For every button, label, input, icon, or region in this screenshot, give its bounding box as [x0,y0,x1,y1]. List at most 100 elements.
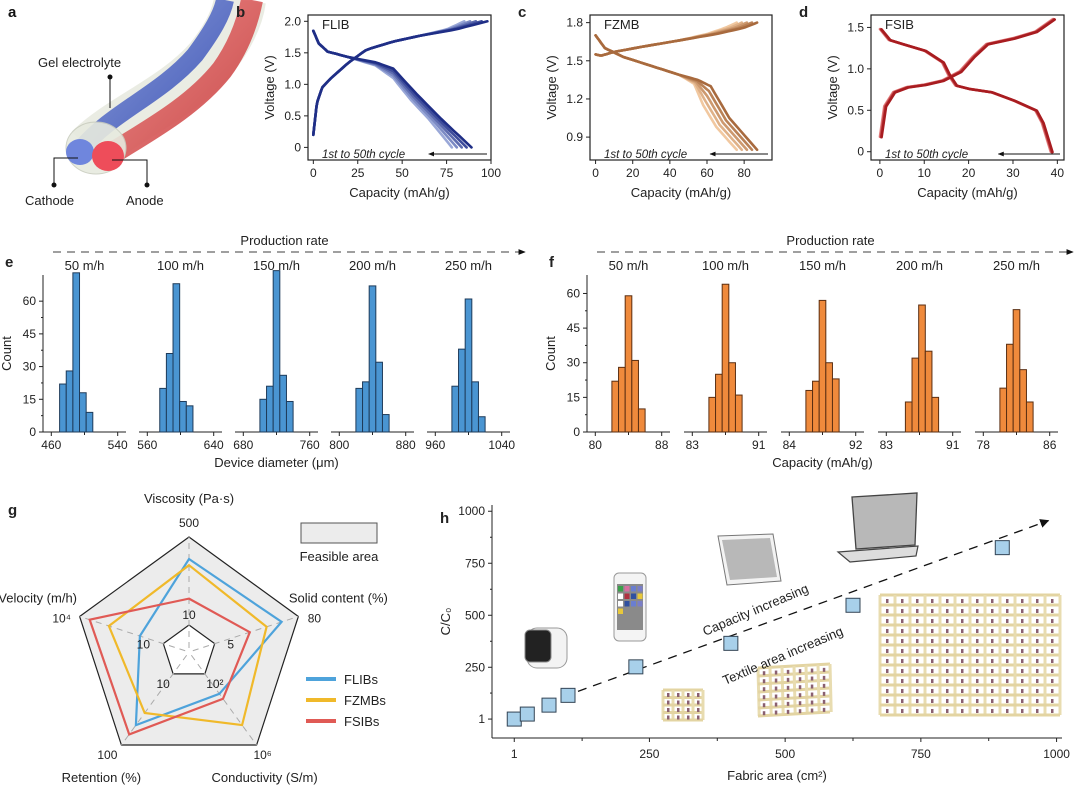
histogram-bar [637,408,646,433]
histogram-bar [931,396,940,433]
cycle-annotation: 1st to 50th cycle [322,149,405,161]
fiber-battery-cell [677,693,680,697]
fiber-battery-cell [886,609,889,613]
fiber-battery-cell [991,659,994,663]
laptop-icon [851,492,918,550]
fiber-battery-cell [667,700,670,705]
fiber-battery-cell [991,619,994,623]
discharge-curve [594,34,749,152]
textile-thread [757,710,831,718]
fiber-battery-cell [946,699,949,703]
fiber-battery-cell [931,639,934,643]
y-axis-label: Count [543,336,558,371]
fiber-battery-cell [786,701,790,706]
x-tick-label: 0 [877,166,884,180]
rate-label: 150 m/h [799,258,846,273]
phone-app [618,586,623,592]
y-tick-label: 15 [567,390,581,404]
histogram-bar [1025,401,1034,433]
fiber-battery-cell [822,667,826,672]
fiber-battery-cell [1051,709,1054,713]
data-point [506,711,522,727]
histogram-bar [831,378,840,433]
histogram-bar [272,270,281,433]
histogram-bar [618,366,626,433]
fiber-battery-cell [976,639,979,643]
discharge-curve [594,34,754,152]
fiber-battery-cell [667,715,670,720]
fiber-battery-cell [1006,599,1009,603]
laptop-keyboard [836,545,919,563]
fiber-battery-cell [1021,619,1024,623]
fiber-battery-cell [946,689,949,693]
y-tick-label: 1.5 [847,20,864,34]
fiber-battery-cell [916,659,919,663]
radar-spoke [121,654,188,746]
radar-axis-min: 10 [137,638,151,652]
histogram-bar [451,385,460,433]
trend-arrow [577,519,1050,692]
capacity-increasing-label: Capacity increasing [700,581,810,639]
y-tick-label: 0 [857,145,864,159]
fiber-battery-cell [677,700,680,705]
fiber-battery-cell [961,629,964,633]
legend-label: FLIBs [344,672,378,687]
fiber-battery-cell [762,679,766,684]
fiber-battery-cell [822,675,826,680]
panel-letter-a: a [8,4,17,21]
charge-curve [879,18,1055,139]
fiber-battery-cell [697,693,700,697]
fiber-battery-cell [1006,699,1009,703]
fiber-battery-cell [762,671,766,676]
fiber-battery-cell [822,699,826,704]
fiber-battery-cell [991,709,994,713]
y-tick-label: 30 [23,360,37,374]
x-tick-label: 20 [962,166,976,180]
fiber-battery-cell [1036,709,1039,713]
x-tick-label: 10 [918,166,932,180]
fiber-battery-cell [916,629,919,633]
radar-axis-max: 500 [179,516,199,530]
discharge-curve [312,29,463,149]
gel-electrolyte-label: Gel electrolyte [38,55,121,70]
radar-axis-name: Retention (%) [62,770,141,785]
histogram-bar [279,374,287,433]
x-axis-label: Capacity (mAh/g) [917,185,1017,200]
fiber-battery-cell [697,708,700,712]
histogram-bar [79,392,87,433]
fiber-battery-cell [667,708,670,712]
x-tick-label: 91 [946,438,960,452]
x-tick-label: 0 [310,166,317,180]
x-tick-label: 60 [700,166,714,180]
histogram-bar [259,398,268,433]
fiber-battery-cell [1036,649,1039,653]
fiber-battery-cell [886,709,889,713]
fiber-battery-cell [991,639,994,643]
fiber-battery-cell [961,609,964,613]
fiber-battery-illustration [65,0,266,175]
fiber-battery-cell [976,669,979,673]
x-tick-label: 30 [1006,166,1020,180]
fiber-battery-cell [961,669,964,673]
x-tick-label: 880 [396,438,416,452]
fiber-battery-cell [798,693,802,698]
fiber-battery-cell [916,689,919,693]
fiber-battery-cell [901,669,904,673]
fiber-battery-cell [976,659,979,663]
textile-patch [878,593,1062,717]
x-tick-label: 91 [752,438,766,452]
charge-curve [879,18,1056,139]
discharge-curve [312,29,459,149]
histogram-bar [611,380,620,433]
fiber-battery-cell [931,689,934,693]
x-tick-label: 560 [137,438,157,452]
feasible-area-swatch [300,522,378,544]
fiber-battery-cell [946,649,949,653]
x-tick-label: 25 [351,166,365,180]
x-tick-label: 460 [41,438,61,452]
charge-curve [594,21,759,57]
fiber-battery-cell [774,670,778,675]
phone-app [631,601,636,607]
x-tick-label: 88 [655,438,669,452]
radar-axis-max: 10⁶ [253,748,271,762]
